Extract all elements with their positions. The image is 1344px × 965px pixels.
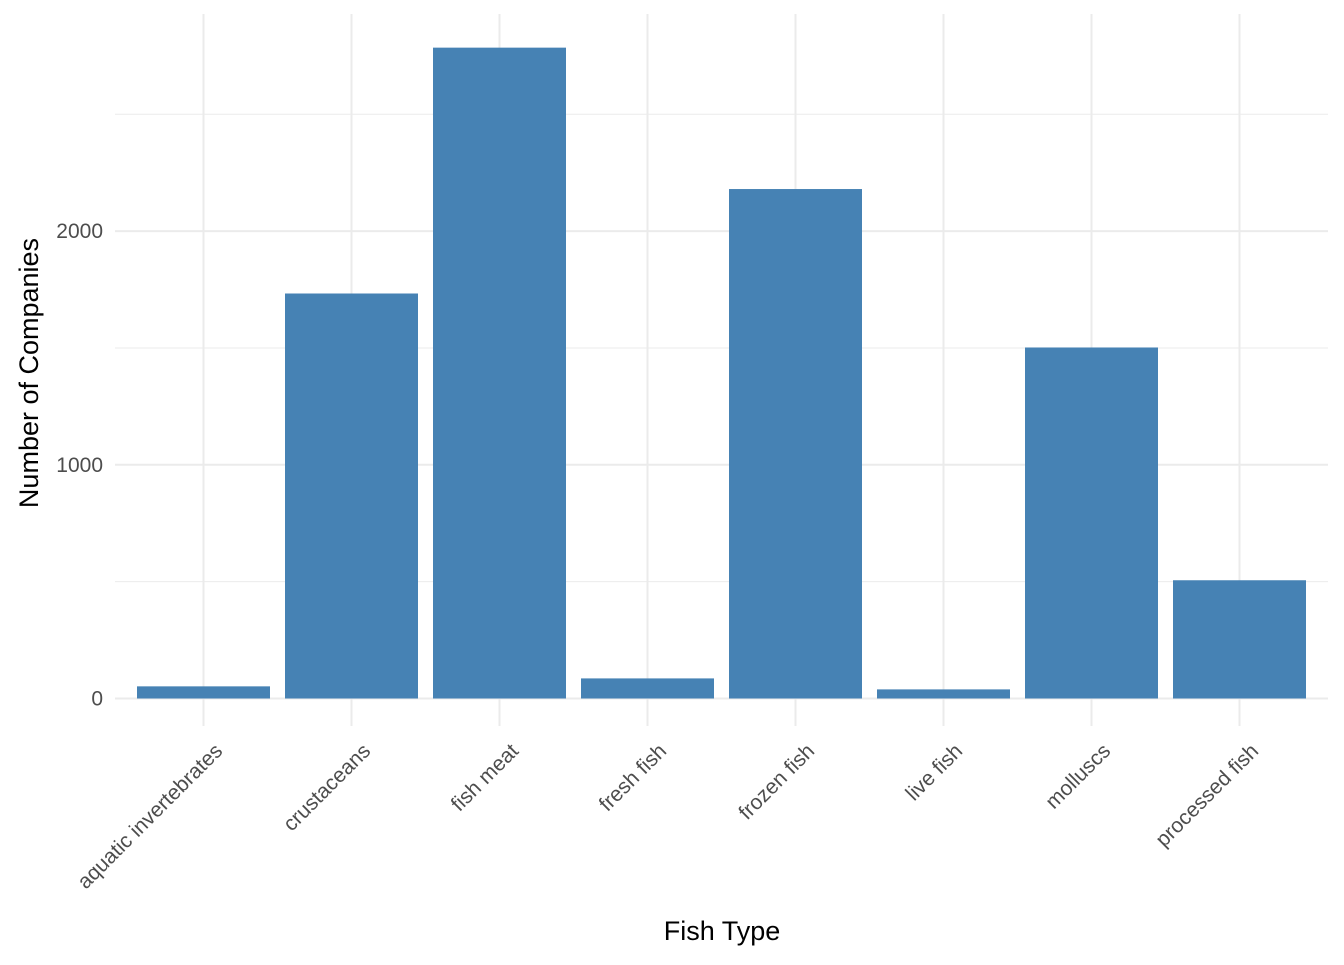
bar: [285, 293, 418, 699]
x-tick-label: fish meat: [447, 739, 524, 816]
x-tick-labels: aquatic invertebrates crustaceans fish mea…: [73, 739, 1263, 893]
x-tick-label: aquatic invertebrates: [73, 739, 227, 893]
y-tick-labels: 0 1000 2000: [56, 220, 103, 710]
y-tick-label: 2000: [56, 220, 103, 243]
y-tick-label: 0: [91, 688, 103, 711]
y-tick-label: 1000: [56, 454, 103, 477]
x-tick-label: molluscs: [1041, 739, 1115, 813]
x-tick-label: crustaceans: [279, 739, 375, 835]
y-axis-title: Number of Companies: [14, 238, 44, 508]
bar: [433, 47, 566, 699]
x-tick-label: processed fish: [1151, 739, 1263, 851]
x-tick-label: live fish: [901, 739, 967, 805]
bar: [137, 686, 270, 699]
x-tick-label: fresh fish: [595, 739, 672, 816]
bar: [729, 189, 862, 699]
bar: [1025, 347, 1158, 699]
bar: [1173, 580, 1306, 699]
x-tick-label: frozen fish: [734, 739, 819, 824]
bars-layer: [137, 47, 1306, 699]
bar: [877, 689, 1010, 699]
bar: [581, 678, 714, 699]
x-axis-title: Fish Type: [664, 916, 781, 946]
